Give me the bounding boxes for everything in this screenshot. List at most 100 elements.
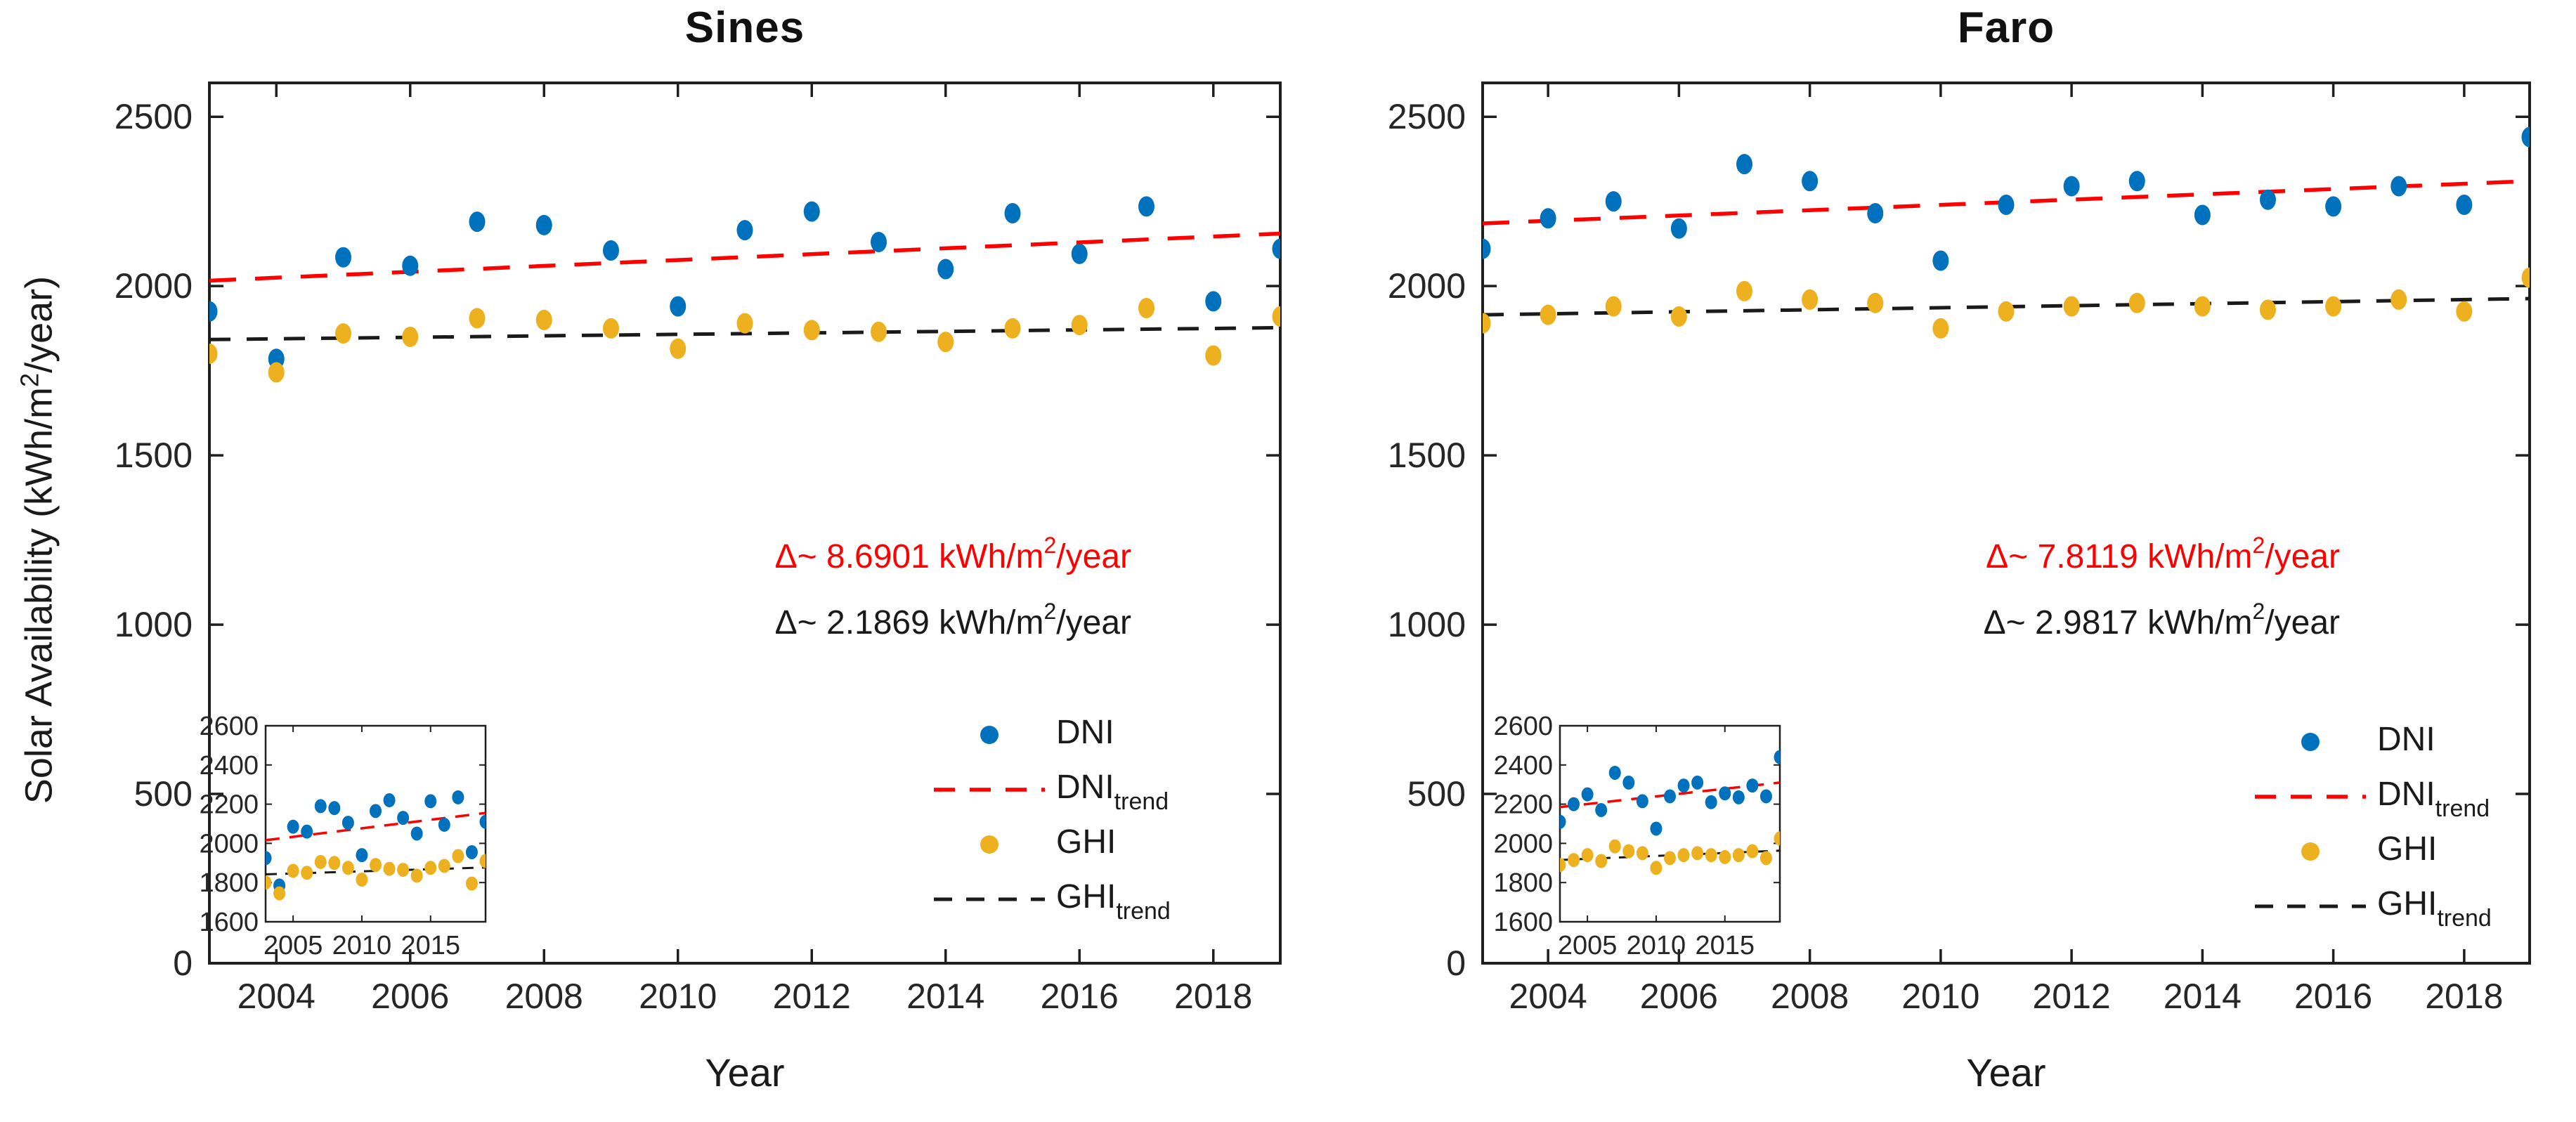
ghi-point <box>670 338 687 359</box>
x-tick-label: 2004 <box>1509 977 1587 1016</box>
dni-point <box>2521 126 2530 148</box>
y-axis-label: Solar Availability (kWh/m2/year) <box>15 154 61 927</box>
inset-ghi-point <box>1581 848 1594 863</box>
inset-ghi-point <box>287 863 299 878</box>
x-tick-label: 2014 <box>906 977 984 1016</box>
ghi-point <box>937 332 954 353</box>
inset-ghi-point <box>452 849 464 863</box>
ghi-point <box>1670 306 1687 327</box>
annotation-superscript: 2 <box>2252 533 2265 558</box>
inset-ghi-point <box>1568 853 1580 868</box>
legend-item-ghi-trend: GHItrend <box>2251 884 2492 932</box>
inset-ghi-point <box>1732 848 1745 863</box>
ghi-point <box>209 344 218 365</box>
annotation-dni-slope-faro: Δ~ 7.8119 kWh/m2/year <box>1986 533 2340 576</box>
inset-dni-point <box>1677 778 1690 793</box>
inset-ghi-point <box>410 868 423 883</box>
inset-dni-point <box>1705 795 1717 809</box>
legend-label: GHItrend <box>1056 878 1171 925</box>
inset-y-tick-label: 2400 <box>1493 751 1553 781</box>
dni-point <box>1867 203 1884 224</box>
inset-ghi-point <box>1719 849 1731 864</box>
legend-item-ghi: GHI <box>930 822 1116 867</box>
ghi-point <box>1998 301 2015 322</box>
dni-trend-dash-icon <box>2255 795 2366 799</box>
dni-point <box>1205 291 1222 312</box>
inset-dni-point <box>1595 802 1608 817</box>
y-tick-label: 0 <box>1446 944 1466 983</box>
inset-y-tick-label: 2000 <box>1493 829 1553 859</box>
ghi-point <box>2063 296 2080 317</box>
ghi-dot-icon <box>980 835 998 854</box>
dni-point <box>736 220 753 241</box>
dni-point <box>603 240 619 261</box>
inset-y-tick-label: 2400 <box>199 751 259 781</box>
axes-box <box>1481 81 2531 965</box>
inset-x-tick-label: 2005 <box>264 931 323 960</box>
inset-ghi-point <box>1705 848 1717 863</box>
annotation-dni-slope-sines: Δ~ 8.6901 kWh/m2/year <box>775 533 1131 576</box>
legend-label: GHI <box>1056 823 1117 861</box>
annotation-text: Δ~ 2.9817 kWh/m <box>1983 604 2253 641</box>
dni-point <box>803 201 820 222</box>
annotation-superscript: 2 <box>1043 533 1057 558</box>
inset-dni-point <box>341 816 354 830</box>
inset-ghi-point <box>1677 848 1690 863</box>
annotation-unit: /year <box>1056 538 1131 575</box>
x-tick-label: 2018 <box>1174 977 1252 1016</box>
dni-point <box>1483 238 1491 259</box>
inset-dni-point <box>1664 789 1676 804</box>
dni-trend-dash-icon <box>934 788 1045 792</box>
inset-ghi-point <box>266 875 272 890</box>
y-axis-label-text: Solar Availability (kWh/m <box>18 386 60 804</box>
ghi-point <box>1138 297 1154 318</box>
inset-y-tick-label: 1600 <box>199 908 259 937</box>
inset-ghi-point <box>479 854 486 868</box>
inset-dni-point <box>1636 794 1648 809</box>
inset-dni-point <box>1650 821 1663 836</box>
ghi-point <box>1272 306 1280 327</box>
inset-dni-point <box>1759 789 1772 804</box>
annotation-unit: /year <box>2265 604 2340 641</box>
inset-ghi-point <box>397 863 410 878</box>
ghi-point <box>2325 296 2342 317</box>
annotation-superscript: 2 <box>2252 599 2265 624</box>
inset-ghi-point <box>1664 851 1676 866</box>
inset-dni-point <box>301 824 313 839</box>
inset-ghi-point <box>301 866 313 880</box>
dni-point <box>2063 176 2080 197</box>
inset-y-tick-label: 2000 <box>199 829 259 859</box>
x-tick-label: 2018 <box>2425 977 2503 1016</box>
ghi-point <box>1932 318 1949 339</box>
inset-dni-point <box>328 801 341 816</box>
inset-x-tick-label: 2010 <box>332 931 392 960</box>
inset-y-tick-label: 2200 <box>199 790 259 820</box>
legend-item-ghi-trend: GHItrend <box>930 877 1171 925</box>
inset-y-tick-label: 2200 <box>1493 790 1553 820</box>
ghi-point <box>2194 296 2211 317</box>
ghi-point <box>2456 301 2473 322</box>
inset-ghi-point <box>328 856 341 870</box>
dni-point <box>1071 243 1088 264</box>
inset-dni-point <box>1746 778 1759 793</box>
inset-y-tick-label: 1600 <box>1493 908 1553 937</box>
x-axis-label-faro: Year <box>1966 1050 2046 1095</box>
x-tick-label: 2012 <box>773 977 851 1016</box>
inset-dni-point <box>1581 787 1594 802</box>
y-tick-label: 500 <box>1407 774 1466 814</box>
ghi-point <box>268 362 285 383</box>
ghi-point <box>1205 345 1222 366</box>
legend-item-dni: DNI <box>2251 719 2435 764</box>
x-tick-label: 2010 <box>1901 977 1979 1016</box>
x-tick-label: 2012 <box>2033 977 2111 1016</box>
inset-axes-box <box>1559 724 1781 923</box>
inset-ghi-point <box>1774 831 1780 846</box>
inset-x-tick-label: 2005 <box>1558 931 1618 960</box>
legend-item-ghi: GHI <box>2251 829 2437 874</box>
inset-ghi-point <box>1759 851 1772 866</box>
ghi-trend-dash-icon <box>934 897 1045 901</box>
ghi-trend-line <box>209 325 1280 341</box>
legend-label: DNItrend <box>1056 768 1169 816</box>
dni-point <box>2325 196 2342 217</box>
